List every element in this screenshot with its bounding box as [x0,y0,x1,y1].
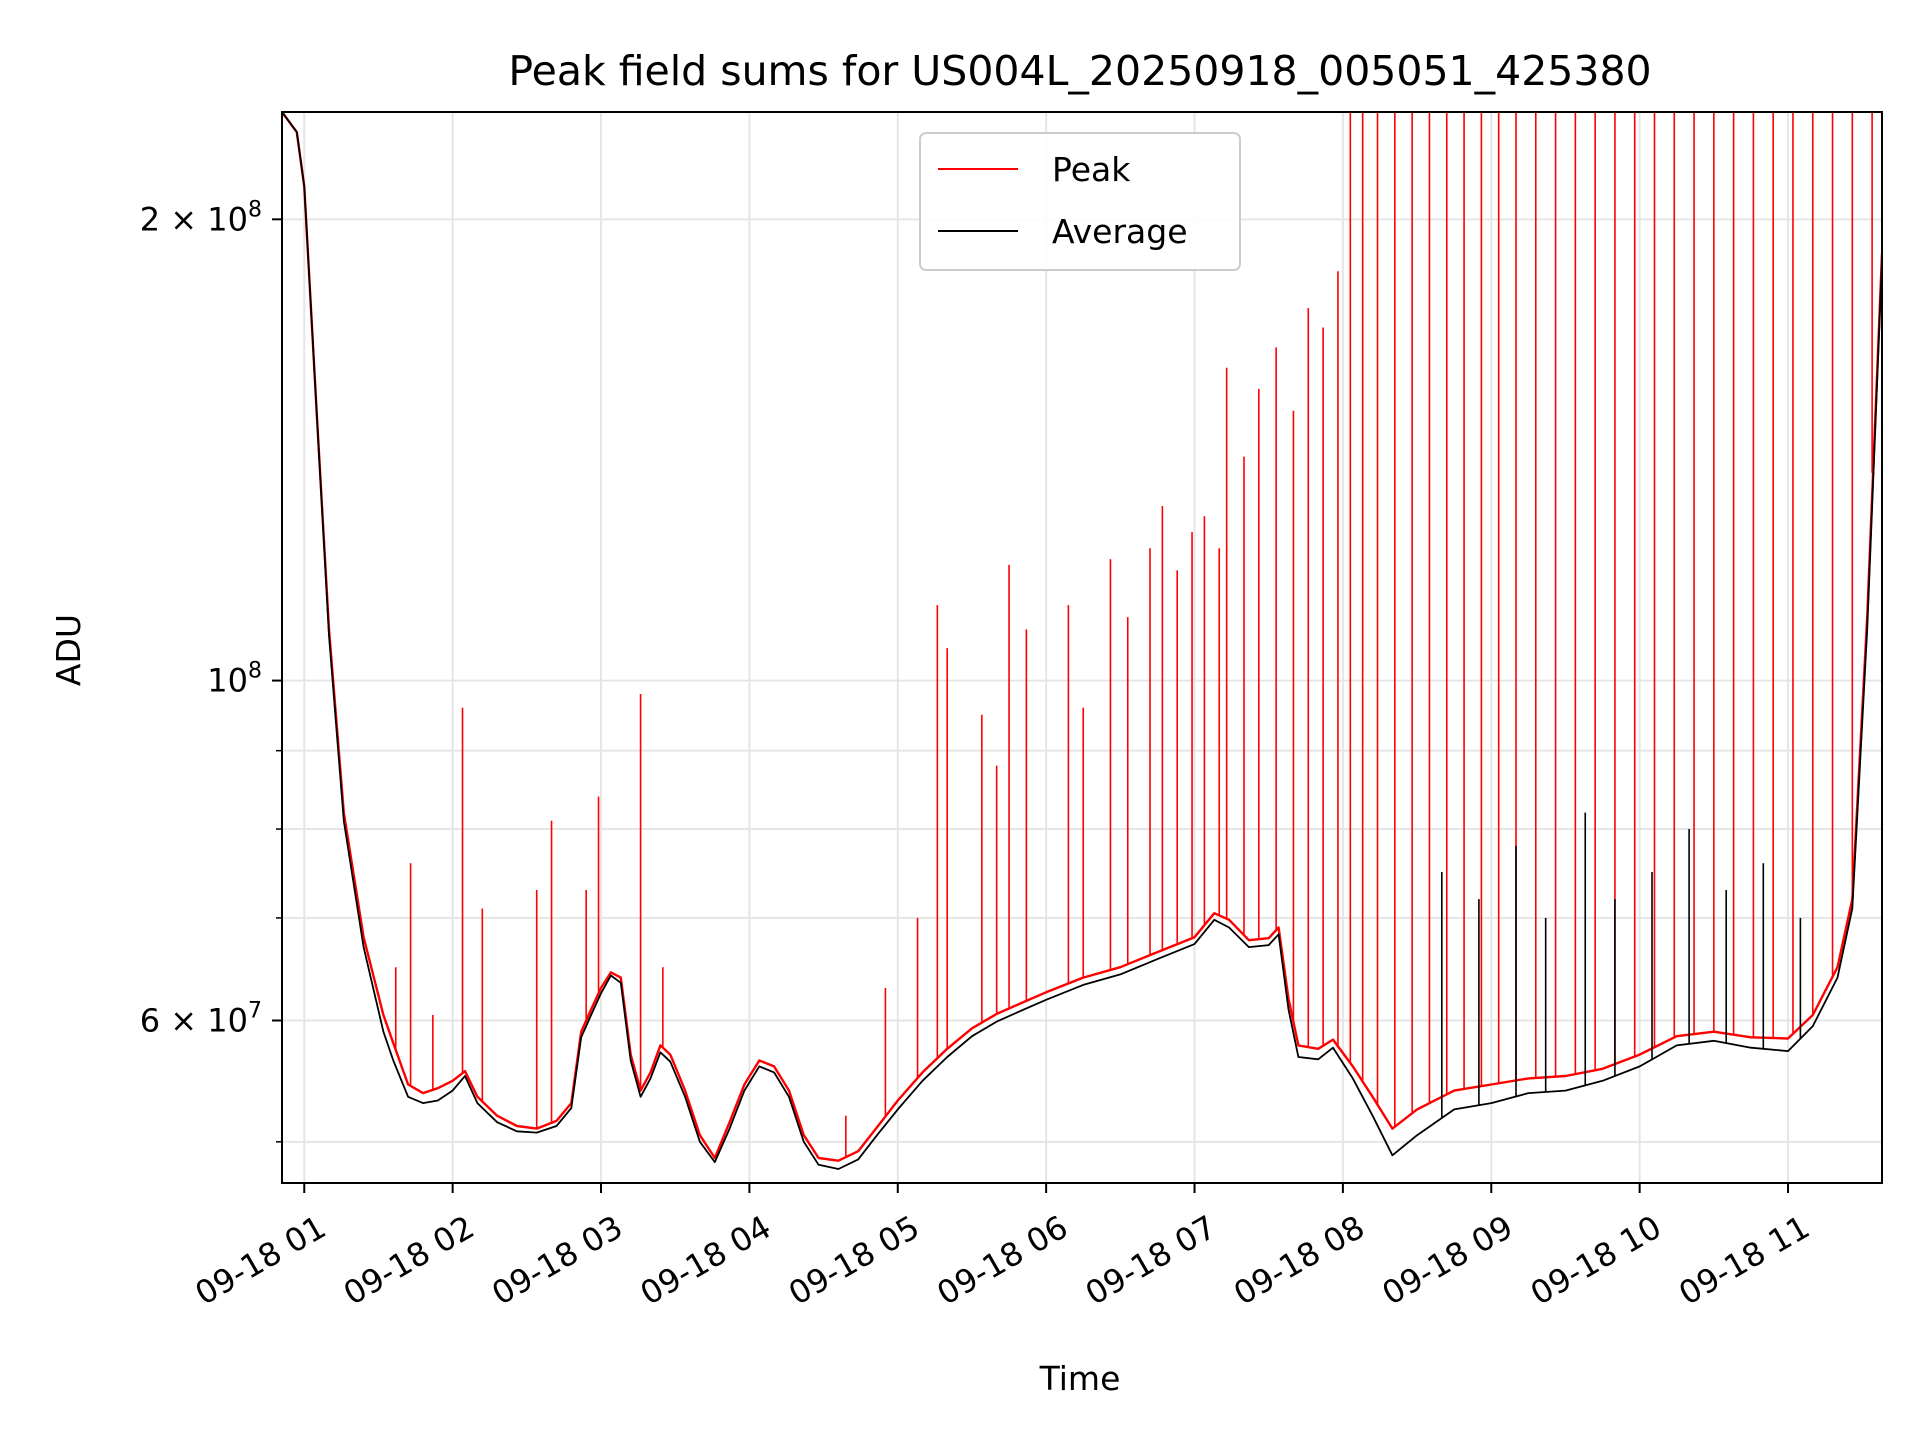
legend-label-average: Average [1052,212,1188,251]
y-tick-label: 108 [207,659,262,700]
series-peak-line [282,112,1882,1162]
x-axis-label: Time [1039,1359,1121,1398]
plot-frame [281,111,1883,1184]
chart-title: Peak field sums for US004L_20250918_0050… [508,47,1651,95]
series-average-line [282,112,1882,1170]
y-axis-label: ADU [49,614,88,686]
legend: Peak Average [919,132,1241,271]
legend-label-peak: Peak [1052,150,1131,189]
y-tick-label: 6 × 107 [140,998,262,1039]
legend-box [919,132,1241,271]
plot-series [282,112,1882,1170]
y-tick-label: 2 × 108 [140,197,262,238]
